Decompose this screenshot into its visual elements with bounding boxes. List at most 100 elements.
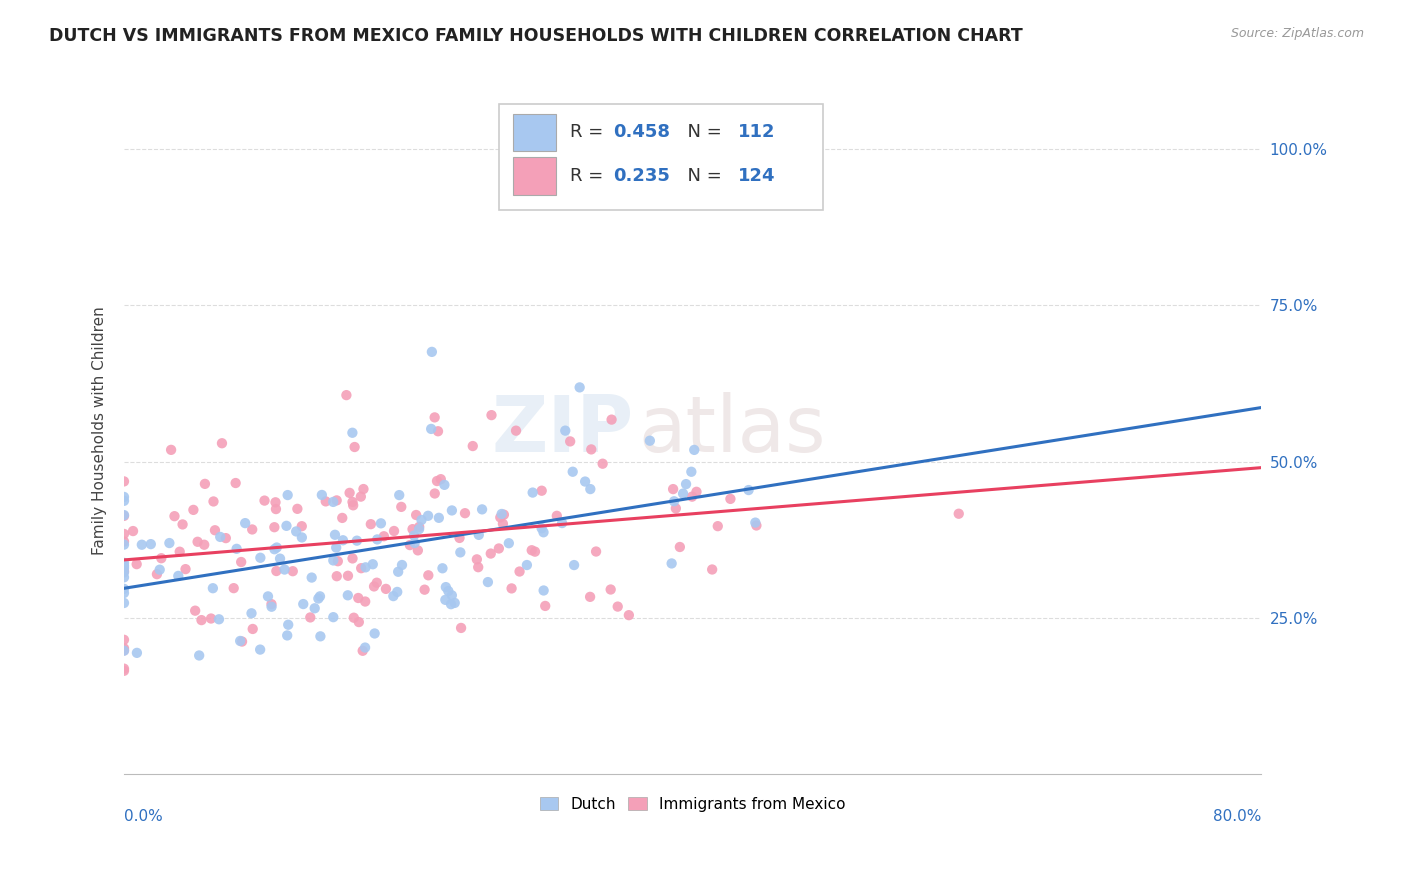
Point	[277, 617, 299, 632]
Point	[423, 410, 446, 425]
Point	[481, 408, 503, 422]
Point	[702, 562, 724, 576]
Point	[276, 628, 298, 642]
Point	[672, 486, 695, 500]
Point	[402, 528, 425, 542]
Point	[112, 566, 135, 580]
Point	[342, 495, 364, 509]
Point	[509, 565, 531, 579]
Point	[112, 493, 135, 508]
Point	[112, 558, 135, 573]
Point	[561, 465, 583, 479]
Point	[477, 575, 499, 590]
Point	[562, 558, 585, 572]
Point	[522, 485, 544, 500]
Text: N =: N =	[676, 167, 727, 185]
Point	[112, 586, 135, 600]
Point	[354, 640, 377, 655]
Point	[209, 530, 232, 544]
Text: Source: ZipAtlas.com: Source: ZipAtlas.com	[1230, 27, 1364, 40]
Point	[479, 547, 502, 561]
Point	[489, 510, 512, 524]
Point	[172, 517, 194, 532]
Point	[491, 507, 513, 521]
Point	[125, 557, 148, 571]
Point	[354, 560, 377, 574]
Point	[382, 589, 405, 603]
Point	[347, 591, 370, 605]
Point	[342, 551, 364, 566]
Point	[264, 502, 287, 516]
Point	[157, 536, 180, 550]
Point	[434, 592, 457, 607]
Point	[600, 412, 623, 426]
Point	[418, 568, 440, 582]
Point	[204, 523, 226, 537]
Point	[187, 534, 209, 549]
Point	[405, 508, 427, 522]
Point	[718, 491, 741, 506]
Point	[467, 560, 489, 574]
Point	[498, 536, 520, 550]
Point	[416, 508, 439, 523]
Point	[440, 588, 463, 602]
Point	[360, 517, 382, 532]
Point	[533, 525, 555, 540]
Point	[560, 434, 582, 449]
Point	[374, 582, 396, 596]
Point	[112, 664, 135, 678]
Point	[150, 551, 173, 566]
Point	[388, 488, 411, 502]
Text: R =: R =	[569, 123, 609, 142]
Point	[285, 524, 308, 539]
Point	[112, 556, 135, 570]
Point	[249, 642, 271, 657]
Point	[675, 477, 697, 491]
Point	[585, 544, 607, 558]
Point	[520, 543, 543, 558]
Point	[342, 499, 364, 513]
Point	[194, 476, 217, 491]
Point	[240, 523, 263, 537]
Point	[617, 608, 640, 623]
Point	[423, 486, 446, 500]
Text: 80.0%: 80.0%	[1213, 808, 1261, 823]
Point	[269, 551, 291, 566]
Point	[323, 528, 346, 542]
Point	[122, 524, 145, 538]
Point	[215, 531, 238, 545]
Point	[299, 610, 322, 624]
Point	[420, 344, 443, 359]
Point	[592, 457, 614, 471]
Point	[361, 558, 384, 572]
Point	[292, 597, 315, 611]
Point	[373, 529, 395, 543]
Point	[277, 488, 299, 502]
Point	[211, 436, 233, 450]
Point	[387, 565, 409, 579]
Point	[516, 558, 538, 572]
Point	[461, 439, 484, 453]
Point	[339, 486, 361, 500]
Point	[112, 641, 135, 656]
Point	[454, 506, 477, 520]
Point	[350, 561, 373, 575]
Point	[437, 584, 460, 599]
Point	[342, 425, 364, 440]
Point	[190, 613, 212, 627]
Point	[112, 582, 135, 596]
Point	[661, 557, 683, 571]
Point	[112, 596, 135, 610]
Point	[242, 622, 264, 636]
Point	[662, 482, 685, 496]
Point	[363, 626, 385, 640]
Point	[533, 583, 555, 598]
Point	[169, 545, 191, 559]
Point	[225, 541, 247, 556]
Point	[579, 482, 602, 496]
Point	[183, 503, 205, 517]
Point	[125, 646, 148, 660]
Point	[427, 424, 450, 438]
Point	[208, 612, 231, 626]
Point	[309, 629, 332, 643]
